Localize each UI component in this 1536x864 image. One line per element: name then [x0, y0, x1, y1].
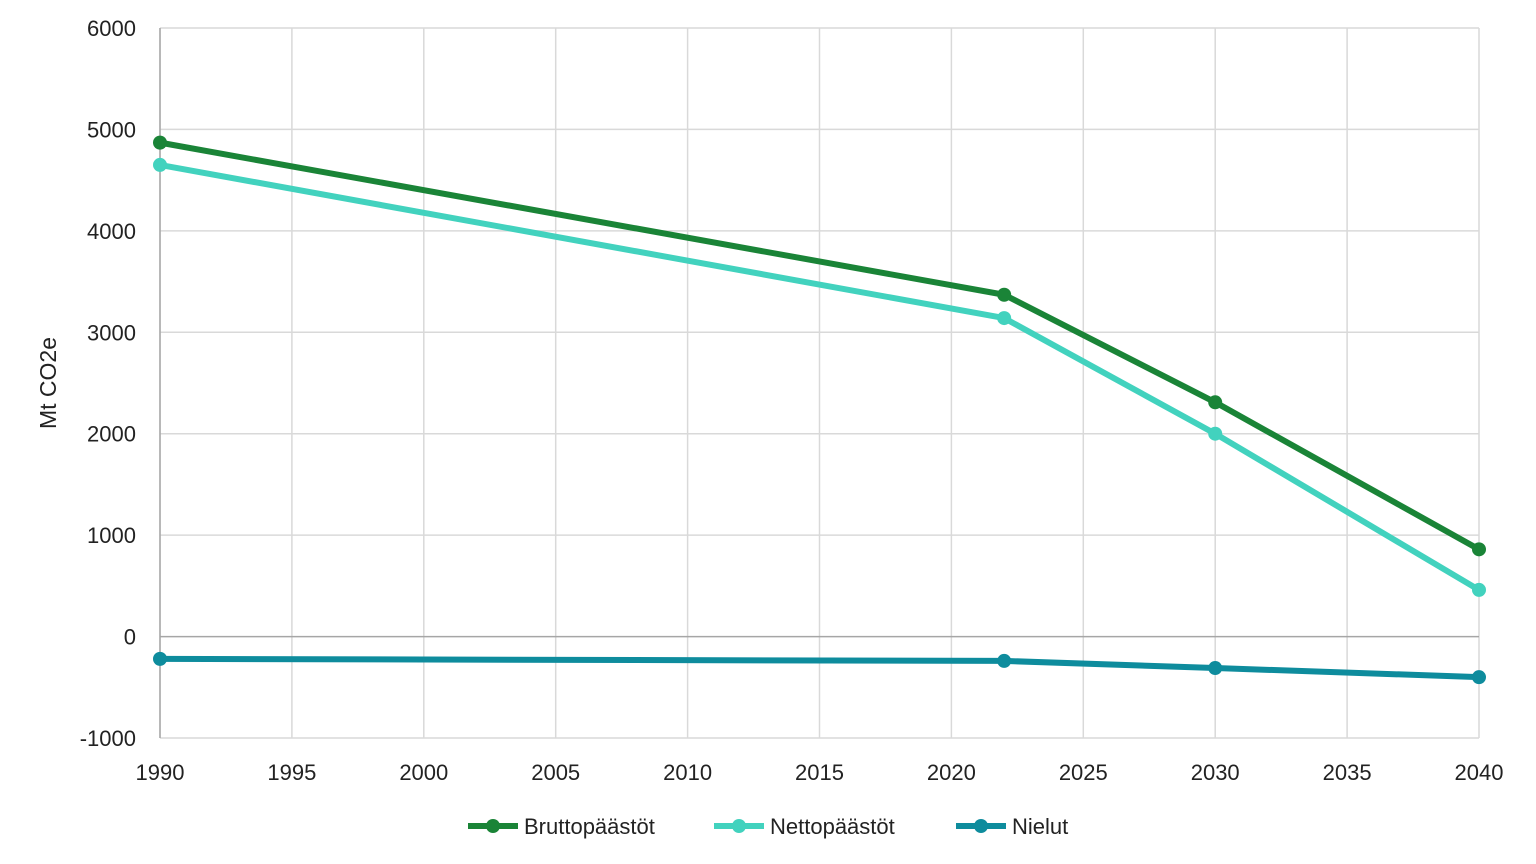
series-line — [157, 655, 1482, 681]
x-tick-label: 2005 — [531, 760, 580, 785]
gridlines — [159, 27, 1480, 739]
x-tick-label: 1995 — [267, 760, 316, 785]
data-point — [997, 311, 1012, 326]
legend-label: Bruttopäästöt — [524, 814, 655, 839]
data-point — [1208, 426, 1223, 441]
data-point — [153, 157, 167, 172]
y-axis-label: Mt CO2e — [35, 337, 61, 429]
data-point — [1208, 661, 1223, 676]
series-line — [157, 161, 1482, 593]
data-point — [1472, 670, 1486, 685]
legend-label: Nielut — [1012, 814, 1068, 839]
legend-swatch-marker — [732, 819, 746, 833]
x-tick-label: 2030 — [1191, 760, 1240, 785]
legend-item: Nielut — [956, 814, 1068, 839]
data-point — [997, 287, 1012, 302]
y-tick-label: 0 — [124, 625, 136, 650]
axes: 1990 1995 2000 2005 2010 2015 2020 2025 2030 2035… — [80, 16, 1504, 785]
series-group — [153, 135, 1486, 685]
x-tick-label: 2020 — [927, 760, 976, 785]
x-tick-label: 1990 — [136, 760, 185, 785]
data-point — [997, 653, 1012, 668]
legend-swatch-marker — [974, 819, 988, 833]
x-tick-label: 2000 — [399, 760, 448, 785]
series-line — [157, 139, 1482, 553]
y-tick-label: 4000 — [87, 219, 136, 244]
series-0 — [153, 135, 1486, 557]
legend-label: Nettopäästöt — [770, 814, 895, 839]
y-tick-label: 6000 — [87, 16, 136, 41]
legend: Bruttopäästöt Nettopäästöt Nielut — [468, 814, 1068, 839]
legend-item: Nettopäästöt — [714, 814, 895, 839]
x-tick-label: 2025 — [1059, 760, 1108, 785]
x-tick-label: 2040 — [1455, 760, 1504, 785]
x-tick-label: 2035 — [1323, 760, 1372, 785]
y-tick-label: 2000 — [87, 422, 136, 447]
data-point — [1472, 582, 1486, 597]
legend-item: Bruttopäästöt — [468, 814, 655, 839]
x-tick-label: 2015 — [795, 760, 844, 785]
y-tick-label: 3000 — [87, 320, 136, 345]
x-tick-label: 2010 — [663, 760, 712, 785]
y-tick-label: -1000 — [80, 726, 136, 751]
data-point — [153, 651, 167, 666]
data-point — [1472, 542, 1486, 557]
data-point — [153, 135, 167, 150]
data-point — [1208, 395, 1223, 410]
y-tick-label: 1000 — [87, 523, 136, 548]
series-2 — [153, 651, 1486, 685]
legend-swatch-marker — [486, 819, 500, 833]
y-tick-label: 5000 — [87, 117, 136, 142]
series-1 — [153, 157, 1486, 597]
